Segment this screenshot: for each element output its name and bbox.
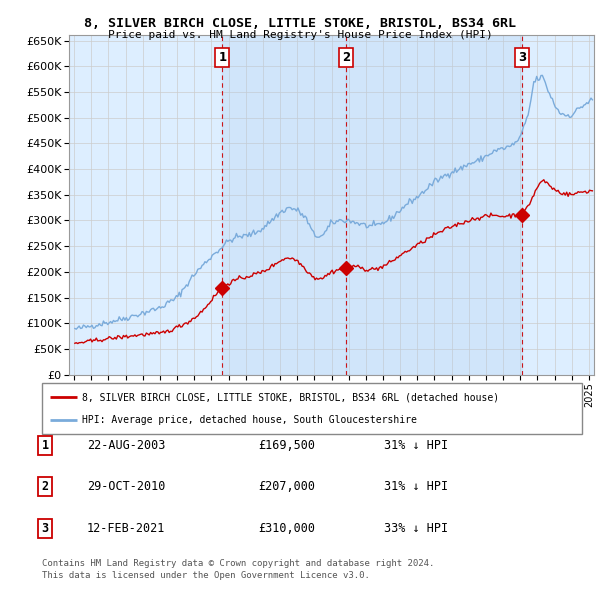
Text: 2: 2: [41, 480, 49, 493]
Text: 3: 3: [41, 522, 49, 535]
Bar: [346, 35, 522, 375]
Text: HPI: Average price, detached house, South Gloucestershire: HPI: Average price, detached house, Sout…: [83, 415, 418, 425]
Text: Contains HM Land Registry data © Crown copyright and database right 2024.: Contains HM Land Registry data © Crown c…: [42, 559, 434, 568]
Text: £310,000: £310,000: [258, 522, 315, 535]
Text: 12-FEB-2021: 12-FEB-2021: [87, 522, 166, 535]
Text: 8, SILVER BIRCH CLOSE, LITTLE STOKE, BRISTOL, BS34 6RL (detached house): 8, SILVER BIRCH CLOSE, LITTLE STOKE, BRI…: [83, 392, 500, 402]
Text: 1: 1: [41, 439, 49, 452]
Bar: [223, 35, 346, 375]
Text: 31% ↓ HPI: 31% ↓ HPI: [384, 480, 448, 493]
Text: 1: 1: [218, 51, 226, 64]
Text: 2: 2: [341, 51, 350, 64]
Text: £169,500: £169,500: [258, 439, 315, 452]
Text: This data is licensed under the Open Government Licence v3.0.: This data is licensed under the Open Gov…: [42, 571, 370, 580]
Text: 22-AUG-2003: 22-AUG-2003: [87, 439, 166, 452]
Text: 8, SILVER BIRCH CLOSE, LITTLE STOKE, BRISTOL, BS34 6RL: 8, SILVER BIRCH CLOSE, LITTLE STOKE, BRI…: [84, 17, 516, 30]
Text: 33% ↓ HPI: 33% ↓ HPI: [384, 522, 448, 535]
Text: £207,000: £207,000: [258, 480, 315, 493]
Text: 31% ↓ HPI: 31% ↓ HPI: [384, 439, 448, 452]
Text: 29-OCT-2010: 29-OCT-2010: [87, 480, 166, 493]
Text: 3: 3: [518, 51, 526, 64]
Text: Price paid vs. HM Land Registry's House Price Index (HPI): Price paid vs. HM Land Registry's House …: [107, 30, 493, 40]
